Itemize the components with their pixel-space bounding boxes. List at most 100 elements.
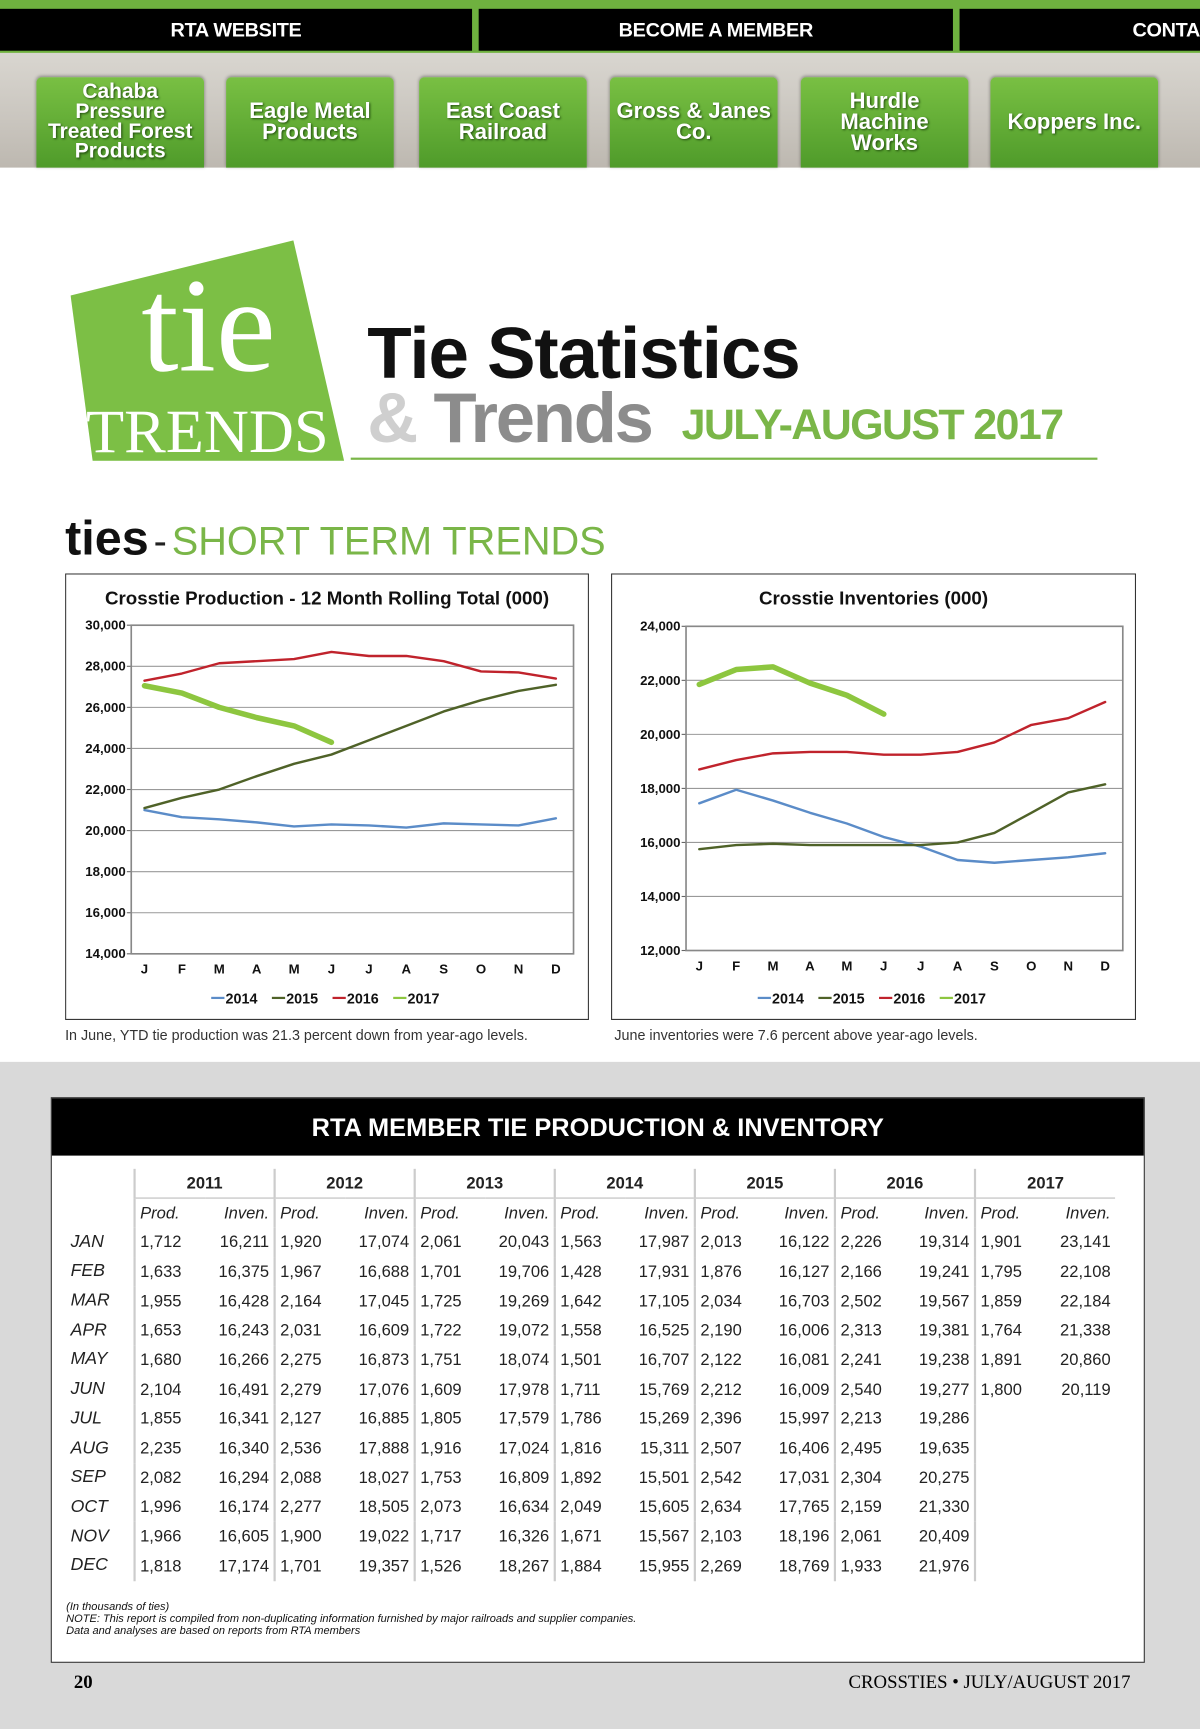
table-cell: 18,074 xyxy=(498,1350,550,1370)
data-line xyxy=(698,788,1107,864)
table-cell: 21,330 xyxy=(918,1497,970,1517)
empty-cell xyxy=(973,1433,1046,1464)
table-cell: 1,859 xyxy=(973,1286,1046,1316)
table-cell: 2,013 xyxy=(693,1227,765,1258)
nav-link[interactable]: BECOME A MEMBER xyxy=(478,8,953,51)
year-header: 2014 xyxy=(553,1168,695,1199)
x-tick-label: M xyxy=(768,958,779,973)
subheader: Inven. xyxy=(364,1203,410,1223)
table-cell: 1,816 xyxy=(553,1433,625,1464)
legend-label: 2017 xyxy=(408,991,440,1007)
table-cell: 2,304 xyxy=(833,1463,905,1493)
table-cell: 2,082 xyxy=(133,1463,205,1493)
table-cell: 17,174 xyxy=(218,1556,270,1576)
x-tick-label: J xyxy=(696,958,703,973)
data-row: JAN 1,712 16,211 1,920 17,074 2,061 20,043 1,56… xyxy=(66,1227,1115,1258)
sponsor-button[interactable]: Hurdle Machine Works xyxy=(800,77,969,168)
x-tick-label: D xyxy=(1100,958,1110,973)
logo: tie TRENDS xyxy=(70,240,345,461)
y-tick-label: 16,000 xyxy=(85,905,125,920)
sponsor-button[interactable]: Gross & Janes Co. xyxy=(609,77,778,168)
legend-label: 2017 xyxy=(954,991,986,1007)
nav-link[interactable]: CONTA xyxy=(959,8,1200,51)
table-cell: 1,996 xyxy=(133,1492,205,1522)
table-cell: 2,061 xyxy=(413,1227,485,1258)
x-tick-label: O xyxy=(476,962,486,977)
table-cell: 16,122 xyxy=(778,1233,830,1252)
table-cell: 2,088 xyxy=(273,1463,345,1493)
table-cell: 15,567 xyxy=(638,1527,690,1547)
month-label: MAY xyxy=(70,1350,108,1369)
subheader: Inven. xyxy=(644,1203,690,1223)
x-tick-label: O xyxy=(1026,958,1036,973)
table-cell: 19,635 xyxy=(918,1439,970,1458)
sponsor-button[interactable]: Koppers Inc. xyxy=(990,77,1159,168)
table-cell: 2,540 xyxy=(833,1374,905,1405)
table-cell: 1,428 xyxy=(553,1257,625,1287)
data-line xyxy=(698,783,1107,851)
table-cell: 1,653 xyxy=(133,1315,205,1346)
table-cell: 19,277 xyxy=(918,1380,970,1399)
subheader: Inven. xyxy=(924,1203,970,1223)
table-notes: (In thousands of ties) NOTE: This report… xyxy=(66,1601,636,1637)
chart-caption: June inventories were 7.6 percent above … xyxy=(614,1026,978,1044)
year-header: 2012 xyxy=(273,1168,415,1199)
table-cell: 16,127 xyxy=(778,1262,830,1282)
table-cell: 16,605 xyxy=(218,1527,270,1547)
empty-cell xyxy=(1045,1434,1115,1463)
x-tick-label: S xyxy=(990,958,999,973)
month-label: OCT xyxy=(70,1497,108,1517)
nav-link[interactable]: RTA WEBSITE xyxy=(0,8,473,51)
page-number: 20 xyxy=(73,1671,93,1693)
table-cell: 2,634 xyxy=(693,1492,765,1522)
data-line xyxy=(143,650,558,682)
table-cell: 1,818 xyxy=(133,1551,205,1581)
table-cell: 19,357 xyxy=(358,1556,410,1576)
table-cell: 16,340 xyxy=(218,1439,270,1458)
table-cell: 20,043 xyxy=(498,1233,550,1252)
table-note: (In thousands of ties) xyxy=(66,1601,170,1614)
table-cell: 1,701 xyxy=(413,1257,485,1287)
table-cell: 16,525 xyxy=(638,1321,690,1341)
title-rule xyxy=(350,457,1098,460)
x-tick-label: A xyxy=(953,958,963,973)
table-cell: 16,428 xyxy=(218,1291,270,1311)
subtitle-word: Trends xyxy=(433,378,653,458)
table-cell: 18,267 xyxy=(498,1556,550,1576)
table-cell: 17,987 xyxy=(638,1233,690,1252)
sponsor-button[interactable]: Cahaba Pressure Treated Forest Products xyxy=(36,77,205,168)
table-cell: 2,212 xyxy=(693,1374,765,1405)
sponsor-button[interactable]: Eagle Metal Products xyxy=(226,77,394,168)
empty-cell xyxy=(1045,1493,1115,1522)
table-cell: 17,105 xyxy=(638,1291,690,1311)
table-cell: 16,326 xyxy=(498,1527,550,1547)
table-cell: 19,022 xyxy=(358,1527,410,1547)
x-tick-label: D xyxy=(551,962,561,977)
legend-label: 2015 xyxy=(286,991,318,1007)
subheader: Prod. xyxy=(413,1198,485,1228)
y-tick-label: 30,000 xyxy=(85,618,125,633)
month-label: MAR xyxy=(70,1291,110,1311)
y-tick-label: 12,000 xyxy=(640,943,680,958)
table-cell: 16,703 xyxy=(778,1291,830,1311)
sponsor-button[interactable]: East Coast Railroad xyxy=(419,77,587,168)
table-cell: 20,275 xyxy=(918,1468,970,1488)
x-tick-label: F xyxy=(178,962,186,977)
table-cell: 1,753 xyxy=(413,1463,485,1493)
table-cell: 1,722 xyxy=(413,1315,485,1346)
table-cell: 2,159 xyxy=(833,1492,905,1522)
section-title: ties xyxy=(65,511,149,566)
month-label: JUN xyxy=(70,1379,105,1399)
y-tick-label: 24,000 xyxy=(85,741,125,756)
corner-cell xyxy=(66,1198,134,1227)
table-cell: 2,103 xyxy=(693,1521,765,1552)
table-cell: 2,536 xyxy=(273,1433,345,1464)
table-cell: 22,108 xyxy=(1060,1262,1111,1282)
table-cell: 1,920 xyxy=(273,1227,345,1258)
table-cell: 19,238 xyxy=(918,1350,970,1370)
table-cell: 23,141 xyxy=(1060,1233,1111,1252)
table-cell: 1,855 xyxy=(133,1404,205,1434)
section-heading: ties - SHORT TERM TRENDS xyxy=(65,512,606,567)
table-cell: 17,045 xyxy=(358,1291,410,1311)
table-cell: 1,933 xyxy=(833,1551,905,1581)
